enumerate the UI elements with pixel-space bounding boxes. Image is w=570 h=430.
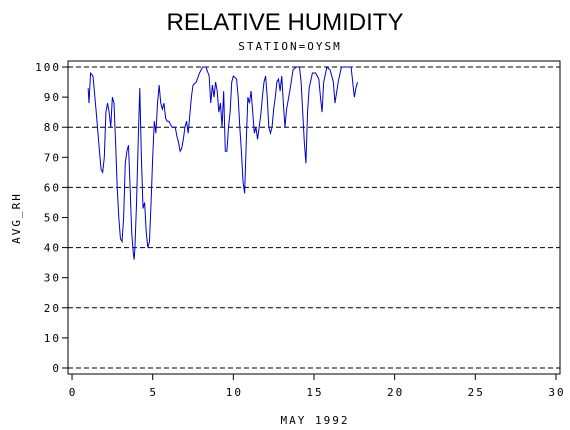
y-tick-label: 70 (44, 151, 61, 164)
y-tick-label: 30 (44, 272, 61, 285)
y-tick-label: 100 (35, 61, 61, 74)
data-line (87, 66, 359, 260)
y-tick-label: 80 (44, 121, 61, 134)
y-tick-label: 60 (44, 181, 61, 194)
y-tick-label: 40 (44, 242, 61, 255)
plot-frame (67, 60, 561, 375)
x-tick-label: 25 (468, 386, 485, 399)
x-tick-label: 10 (226, 386, 243, 399)
y-tick-label: 10 (44, 332, 61, 345)
x-tick-label: 0 (69, 386, 78, 399)
x-tick-label: 20 (387, 386, 404, 399)
chart-title: RELATIVE HUMIDITY (167, 9, 404, 36)
x-tick-label: 15 (306, 386, 323, 399)
y-tick-label: 50 (44, 212, 61, 225)
y-tick-label: 90 (44, 91, 61, 104)
x-tick-label: 30 (548, 386, 565, 399)
chart-subtitle: STATION=OYSM (238, 40, 341, 53)
y-axis-label: AVG_RH (10, 192, 23, 244)
y-tick-label: 20 (44, 302, 61, 315)
y-tick-label: 0 (52, 362, 61, 375)
x-tick-label: 5 (149, 386, 158, 399)
x-axis-label: MAY 1992 (281, 414, 350, 427)
